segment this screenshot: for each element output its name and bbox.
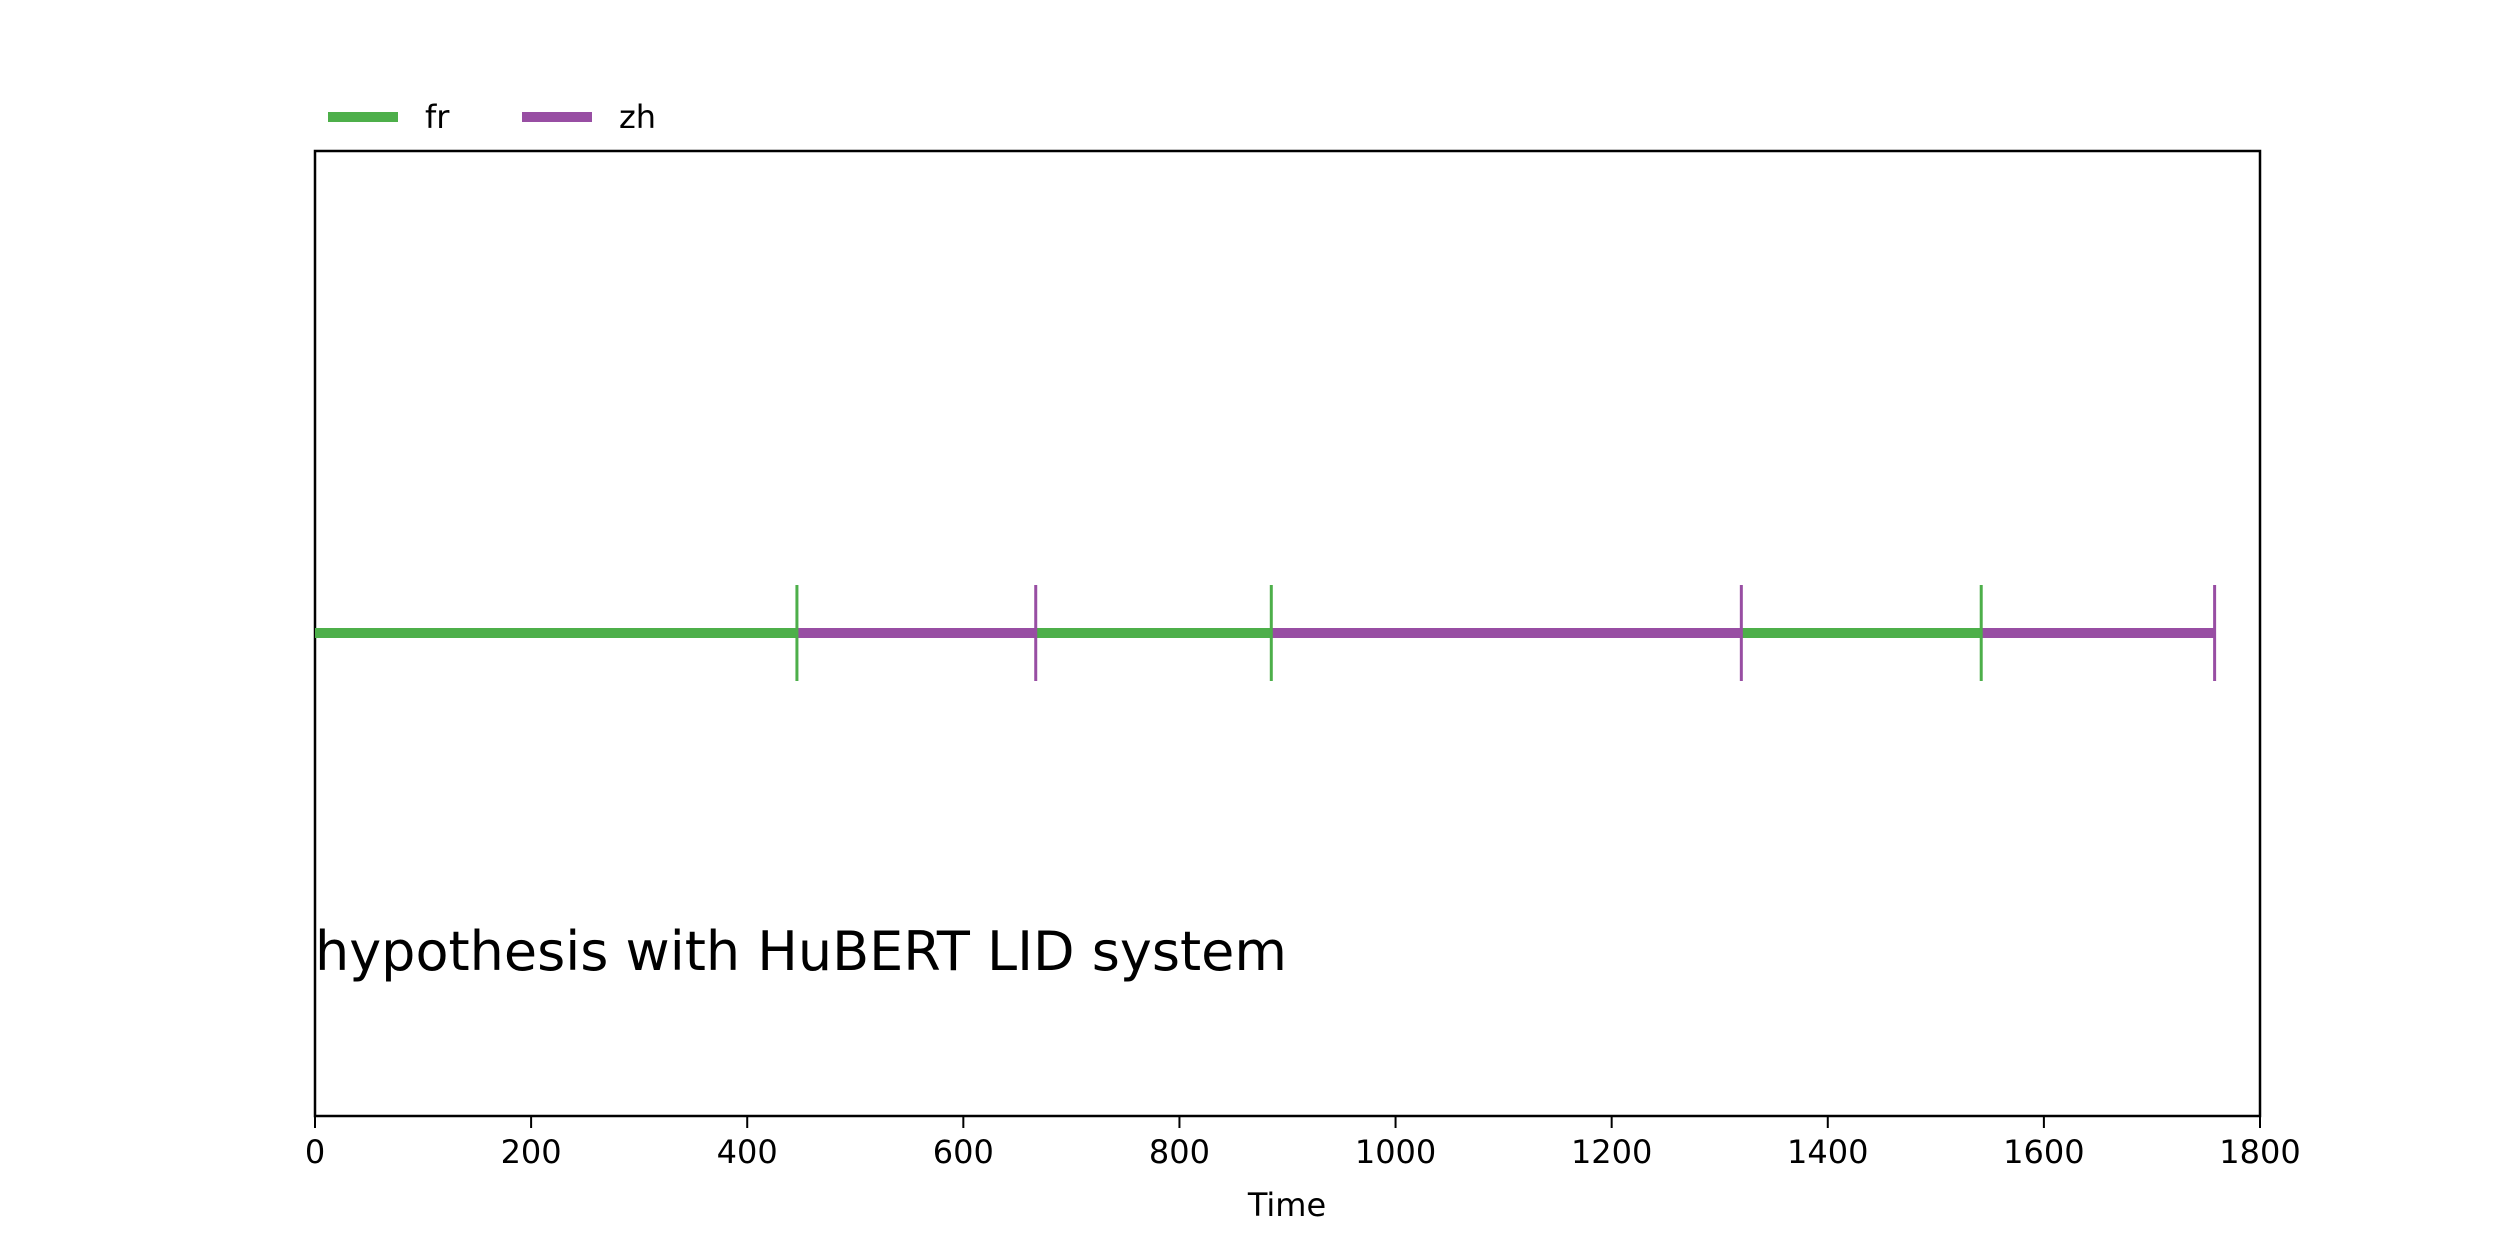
- legend: fr zh: [328, 98, 656, 136]
- x-tick-label-0: 0: [305, 1133, 325, 1171]
- x-tick-label-5: 1000: [1355, 1133, 1436, 1171]
- x-axis: 0 200 400 600 800 1000 1200 1400 1600 1800: [305, 1116, 2301, 1171]
- markers-layer: [795, 585, 2217, 681]
- x-tick-label-7: 1400: [1787, 1133, 1868, 1171]
- x-tick-label-9: 1800: [2219, 1133, 2300, 1171]
- x-tick-label-3: 600: [933, 1133, 994, 1171]
- x-tick-label-8: 1600: [2003, 1133, 2084, 1171]
- legend-label-fr: fr: [425, 98, 450, 136]
- x-tick-label-1: 200: [501, 1133, 562, 1171]
- legend-label-zh: zh: [619, 98, 656, 136]
- x-tick-label-4: 800: [1149, 1133, 1210, 1171]
- x-axis-label: Time: [1247, 1186, 1326, 1224]
- x-tick-label-2: 400: [717, 1133, 778, 1171]
- x-tick-label-6: 1200: [1571, 1133, 1652, 1171]
- annotation-text: hypothesis with HuBERT LID system: [315, 920, 1287, 983]
